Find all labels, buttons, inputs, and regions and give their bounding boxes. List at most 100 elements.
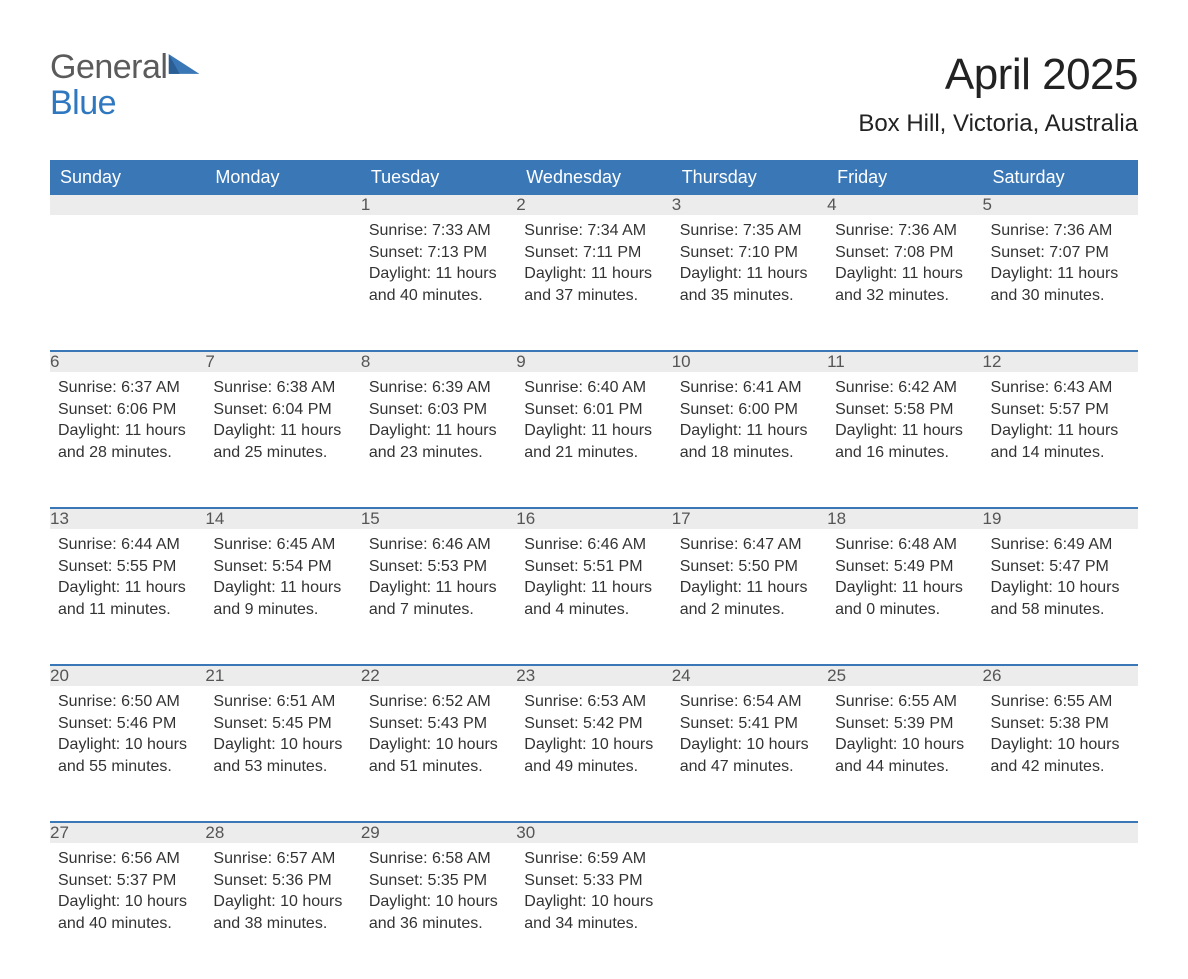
sunset-text: Sunset: 5:39 PM [835, 713, 974, 735]
day-details: Sunrise: 6:55 AMSunset: 5:39 PMDaylight:… [827, 686, 982, 789]
daylight-text: Daylight: 11 hours and 18 minutes. [680, 420, 819, 463]
daylight-text: Daylight: 11 hours and 25 minutes. [213, 420, 352, 463]
sunrise-text: Sunrise: 6:48 AM [835, 534, 974, 556]
sunrise-text: Sunrise: 6:44 AM [58, 534, 197, 556]
sunset-text: Sunset: 5:51 PM [524, 556, 663, 578]
daylight-text: Daylight: 11 hours and 37 minutes. [524, 263, 663, 306]
sunrise-text: Sunrise: 6:45 AM [213, 534, 352, 556]
sunrise-text: Sunrise: 6:54 AM [680, 691, 819, 713]
day-cell: Sunrise: 6:55 AMSunset: 5:38 PMDaylight:… [983, 686, 1138, 822]
day-cell: Sunrise: 6:46 AMSunset: 5:51 PMDaylight:… [516, 529, 671, 665]
day-number: 19 [983, 508, 1138, 529]
day-cell: Sunrise: 6:57 AMSunset: 5:36 PMDaylight:… [205, 843, 360, 979]
sunrise-text: Sunrise: 7:34 AM [524, 220, 663, 242]
week-body-row: Sunrise: 6:50 AMSunset: 5:46 PM Daylight:… [50, 686, 1138, 822]
sunset-text: Sunset: 6:03 PM [369, 399, 508, 421]
day-cell: Sunrise: 6:58 AMSunset: 5:35 PMDaylight:… [361, 843, 516, 979]
sunset-text: Sunset: 5:45 PM [213, 713, 352, 735]
day-details: Sunrise: 7:36 AMSunset: 7:08 PMDaylight:… [827, 215, 982, 318]
daylight-text: Daylight: 10 hours and 53 minutes. [213, 734, 352, 777]
sunset-text: Sunset: 5:49 PM [835, 556, 974, 578]
empty-day-number [672, 822, 827, 843]
day-number: 15 [361, 508, 516, 529]
daylight-text: Daylight: 11 hours and 7 minutes. [369, 577, 508, 620]
day-details: Sunrise: 6:46 AMSunset: 5:53 PMDaylight:… [361, 529, 516, 632]
day-cell: Sunrise: 6:53 AMSunset: 5:42 PMDaylight:… [516, 686, 671, 822]
week-body-row: Sunrise: 7:33 AMSunset: 7:13 PM Daylight:… [50, 215, 1138, 351]
sunrise-text: Sunrise: 6:41 AM [680, 377, 819, 399]
day-cell: Sunrise: 6:39 AMSunset: 6:03 PMDaylight:… [361, 372, 516, 508]
sunset-text: Sunset: 7:13 PM [369, 242, 508, 264]
daylight-text: Daylight: 11 hours and 32 minutes. [835, 263, 974, 306]
day-details: Sunrise: 7:35 AMSunset: 7:10 PMDaylight:… [672, 215, 827, 318]
day-details: Sunrise: 6:49 AMSunset: 5:47 PMDaylight:… [983, 529, 1138, 632]
day-cell: Sunrise: 6:44 AMSunset: 5:55 PMDaylight:… [50, 529, 205, 665]
sunset-text: Sunset: 7:10 PM [680, 242, 819, 264]
week-number-row: 13141516171819 [50, 508, 1138, 529]
day-number: 11 [827, 351, 982, 372]
sunrise-text: Sunrise: 6:52 AM [369, 691, 508, 713]
sunrise-text: Sunrise: 6:59 AM [524, 848, 663, 870]
sunset-text: Sunset: 7:08 PM [835, 242, 974, 264]
day-details: Sunrise: 6:52 AMSunset: 5:43 PMDaylight:… [361, 686, 516, 789]
day-details: Sunrise: 7:33 AMSunset: 7:13 PMDaylight:… [361, 215, 516, 318]
day-details: Sunrise: 6:47 AMSunset: 5:50 PMDaylight:… [672, 529, 827, 632]
day-number: 12 [983, 351, 1138, 372]
sunrise-text: Sunrise: 6:40 AM [524, 377, 663, 399]
col-tuesday: Tuesday [361, 160, 516, 195]
day-number: 18 [827, 508, 982, 529]
daylight-text: Daylight: 11 hours and 9 minutes. [213, 577, 352, 620]
col-sunday: Sunday [50, 160, 205, 195]
daylight-text: Daylight: 11 hours and 28 minutes. [58, 420, 197, 463]
page-title: April 2025 [858, 50, 1138, 100]
day-number: 13 [50, 508, 205, 529]
sunset-text: Sunset: 5:37 PM [58, 870, 197, 892]
sunset-text: Sunset: 5:33 PM [524, 870, 663, 892]
sunset-text: Sunset: 5:43 PM [369, 713, 508, 735]
sunrise-text: Sunrise: 7:33 AM [369, 220, 508, 242]
sunset-text: Sunset: 5:53 PM [369, 556, 508, 578]
day-cell: Sunrise: 6:54 AMSunset: 5:41 PMDaylight:… [672, 686, 827, 822]
calendar-table: Sunday Monday Tuesday Wednesday Thursday… [50, 160, 1138, 979]
daylight-text: Daylight: 10 hours and 51 minutes. [369, 734, 508, 777]
day-details: Sunrise: 6:54 AMSunset: 5:41 PMDaylight:… [672, 686, 827, 789]
col-monday: Monday [205, 160, 360, 195]
day-number: 7 [205, 351, 360, 372]
sunrise-text: Sunrise: 6:50 AM [58, 691, 197, 713]
day-details: Sunrise: 6:57 AMSunset: 5:36 PMDaylight:… [205, 843, 360, 946]
daylight-text: Daylight: 11 hours and 11 minutes. [58, 577, 197, 620]
sunrise-text: Sunrise: 6:38 AM [213, 377, 352, 399]
day-number: 5 [983, 195, 1138, 215]
day-details: Sunrise: 6:53 AMSunset: 5:42 PMDaylight:… [516, 686, 671, 789]
day-number: 9 [516, 351, 671, 372]
day-details: Sunrise: 6:39 AMSunset: 6:03 PMDaylight:… [361, 372, 516, 475]
day-number: 6 [50, 351, 205, 372]
day-cell: Sunrise: 6:50 AMSunset: 5:46 PMDaylight:… [50, 686, 205, 822]
col-saturday: Saturday [983, 160, 1138, 195]
sunset-text: Sunset: 5:46 PM [58, 713, 197, 735]
day-cell: Sunrise: 7:34 AMSunset: 7:11 PMDaylight:… [516, 215, 671, 351]
daylight-text: Daylight: 10 hours and 38 minutes. [213, 891, 352, 934]
day-details: Sunrise: 6:55 AMSunset: 5:38 PMDaylight:… [983, 686, 1138, 789]
sunset-text: Sunset: 5:58 PM [835, 399, 974, 421]
empty-day-number [205, 195, 360, 215]
sunrise-text: Sunrise: 6:55 AM [991, 691, 1130, 713]
day-details: Sunrise: 7:36 AMSunset: 7:07 PMDaylight:… [983, 215, 1138, 318]
day-cell: Sunrise: 6:56 AMSunset: 5:37 PMDaylight:… [50, 843, 205, 979]
sunrise-text: Sunrise: 6:46 AM [524, 534, 663, 556]
day-number: 26 [983, 665, 1138, 686]
sunset-text: Sunset: 5:57 PM [991, 399, 1130, 421]
day-number: 16 [516, 508, 671, 529]
col-wednesday: Wednesday [516, 160, 671, 195]
sunrise-text: Sunrise: 6:37 AM [58, 377, 197, 399]
day-details: Sunrise: 6:44 AMSunset: 5:55 PMDaylight:… [50, 529, 205, 632]
day-cell: Sunrise: 6:37 AMSunset: 6:06 PMDaylight:… [50, 372, 205, 508]
day-cell: Sunrise: 6:41 AMSunset: 6:00 PMDaylight:… [672, 372, 827, 508]
daylight-text: Daylight: 11 hours and 21 minutes. [524, 420, 663, 463]
day-cell: Sunrise: 6:43 AMSunset: 5:57 PMDaylight:… [983, 372, 1138, 508]
day-number: 10 [672, 351, 827, 372]
day-cell: Sunrise: 6:45 AMSunset: 5:54 PMDaylight:… [205, 529, 360, 665]
day-cell: Sunrise: 7:36 AMSunset: 7:08 PMDaylight:… [827, 215, 982, 351]
day-cell: Sunrise: 7:36 AMSunset: 7:07 PMDaylight:… [983, 215, 1138, 351]
week-body-row: Sunrise: 6:56 AMSunset: 5:37 PMDaylight:… [50, 843, 1138, 979]
